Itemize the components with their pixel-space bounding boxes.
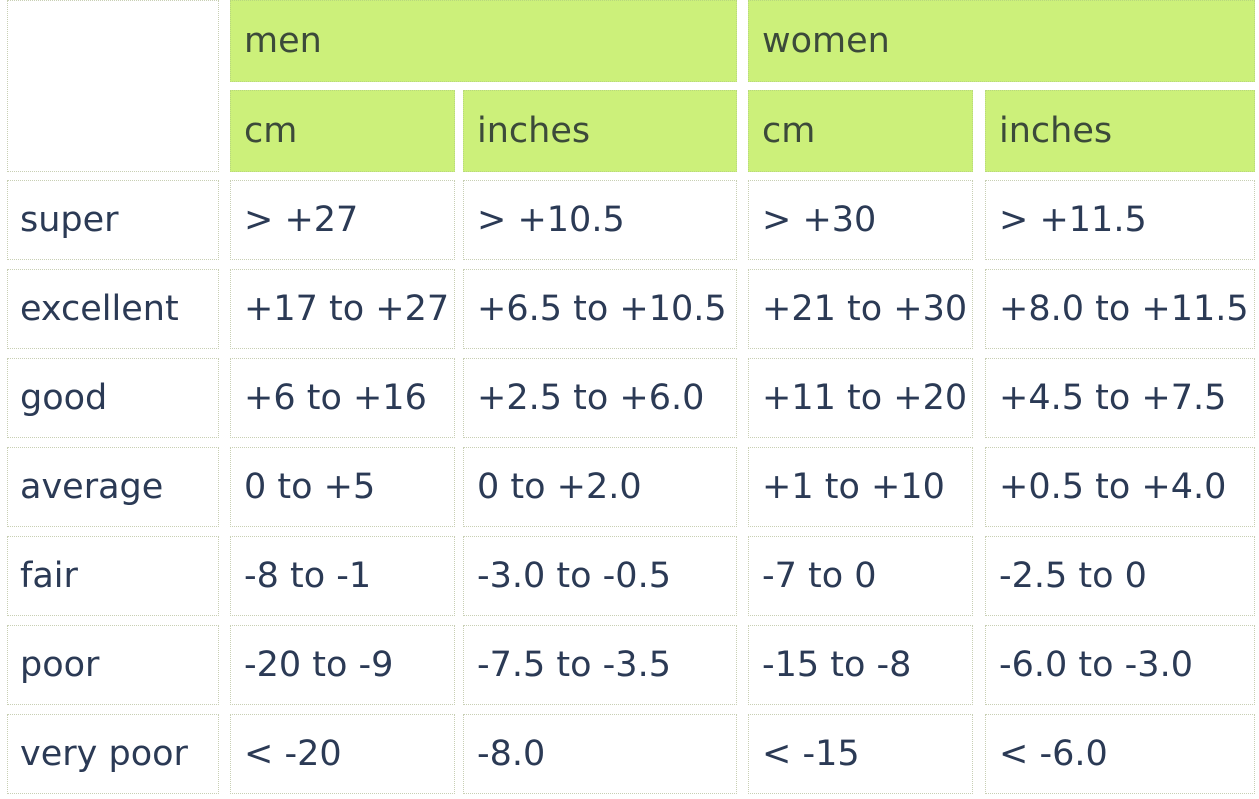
table-cell: -2.5 to 0 (985, 536, 1255, 616)
row-label-super: super (7, 180, 219, 260)
sub-header-women-cm: cm (748, 90, 973, 172)
table-cell: +6 to +16 (230, 358, 455, 438)
table-cell: +0.5 to +4.0 (985, 447, 1255, 527)
table-cell: +4.5 to +7.5 (985, 358, 1255, 438)
group-header-women: women (748, 0, 1255, 82)
table-cell: -20 to -9 (230, 625, 455, 705)
sub-header-men-cm: cm (230, 90, 455, 172)
row-label-poor: poor (7, 625, 219, 705)
table-cell: -8 to -1 (230, 536, 455, 616)
table-cell: +21 to +30 (748, 269, 973, 349)
table-cell: 0 to +2.0 (463, 447, 737, 527)
sub-header-women-inches: inches (985, 90, 1255, 172)
table-cell: > +27 (230, 180, 455, 260)
row-label-good: good (7, 358, 219, 438)
table-cell: +11 to +20 (748, 358, 973, 438)
table-cell: -15 to -8 (748, 625, 973, 705)
table-cell: 0 to +5 (230, 447, 455, 527)
row-label-excellent: excellent (7, 269, 219, 349)
sub-header-men-inches: inches (463, 90, 737, 172)
row-label-average: average (7, 447, 219, 527)
table-cell: < -20 (230, 714, 455, 794)
table-cell: -7 to 0 (748, 536, 973, 616)
table-cell: +6.5 to +10.5 (463, 269, 737, 349)
table-cell: -8.0 (463, 714, 737, 794)
row-label-fair: fair (7, 536, 219, 616)
table-cell: +2.5 to +6.0 (463, 358, 737, 438)
table-cell: > +10.5 (463, 180, 737, 260)
table-cell: +8.0 to +11.5 (985, 269, 1255, 349)
table-cell: +17 to +27 (230, 269, 455, 349)
table-cell: -3.0 to -0.5 (463, 536, 737, 616)
table-cell: > +30 (748, 180, 973, 260)
corner-cell (7, 0, 219, 172)
table-cell: -6.0 to -3.0 (985, 625, 1255, 705)
table-cell: > +11.5 (985, 180, 1255, 260)
row-label-very-poor: very poor (7, 714, 219, 794)
table-cell: -7.5 to -3.5 (463, 625, 737, 705)
table-cell: < -15 (748, 714, 973, 794)
table-cell: +1 to +10 (748, 447, 973, 527)
table-cell: < -6.0 (985, 714, 1255, 794)
group-header-men: men (230, 0, 737, 82)
